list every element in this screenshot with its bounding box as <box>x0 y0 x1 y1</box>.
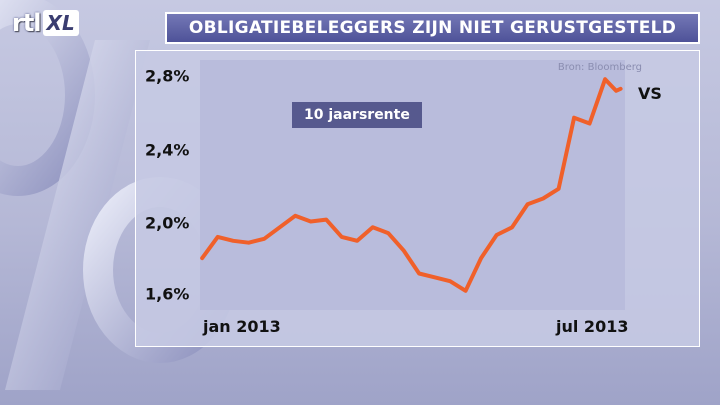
x-tick-label: jul 2013 <box>556 317 629 336</box>
x-tick-label: jan 2013 <box>203 317 281 336</box>
series-line-vs <box>200 77 623 293</box>
y-tick-label: 2,8% <box>145 66 190 86</box>
logo-brand: rtl <box>12 9 42 37</box>
chart-legend-label: 10 jaarsrente <box>292 102 422 128</box>
channel-logo: rtl XL <box>12 8 79 38</box>
y-tick-label: 2,4% <box>145 140 190 160</box>
series-label: VS <box>638 84 662 103</box>
chart-title: OBLIGATIEBELEGGERS ZIJN NIET GERUSTGESTE… <box>165 12 700 44</box>
logo-channel: XL <box>42 10 79 36</box>
source-label: Bron: Bloomberg <box>557 62 642 73</box>
y-tick-label: 2,0% <box>145 213 190 233</box>
y-tick-label: 1,6% <box>145 284 190 304</box>
plot-area <box>200 60 625 310</box>
